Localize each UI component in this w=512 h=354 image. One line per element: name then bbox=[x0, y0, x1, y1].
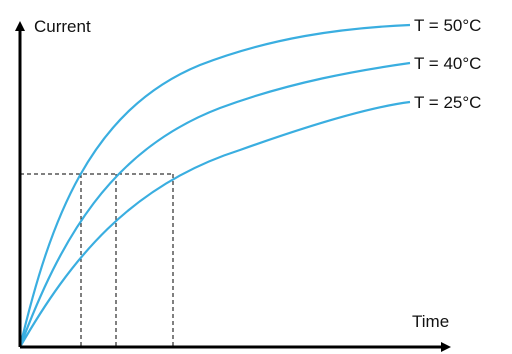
curves bbox=[18, 23, 411, 348]
curve-t50 bbox=[18, 23, 411, 348]
curve-label-t25: T = 25°C bbox=[414, 93, 481, 112]
curve-t40 bbox=[18, 61, 411, 348]
y-axis-label: Current bbox=[34, 17, 91, 36]
curve-labels: T = 50°C T = 40°C T = 25°C bbox=[414, 16, 481, 112]
dashed-guides bbox=[20, 173, 174, 347]
axes bbox=[15, 21, 451, 352]
curve-t25 bbox=[19, 100, 411, 348]
curve-label-t50: T = 50°C bbox=[414, 16, 481, 35]
curve-label-t40: T = 40°C bbox=[414, 54, 481, 73]
x-axis-label: Time bbox=[412, 312, 449, 331]
